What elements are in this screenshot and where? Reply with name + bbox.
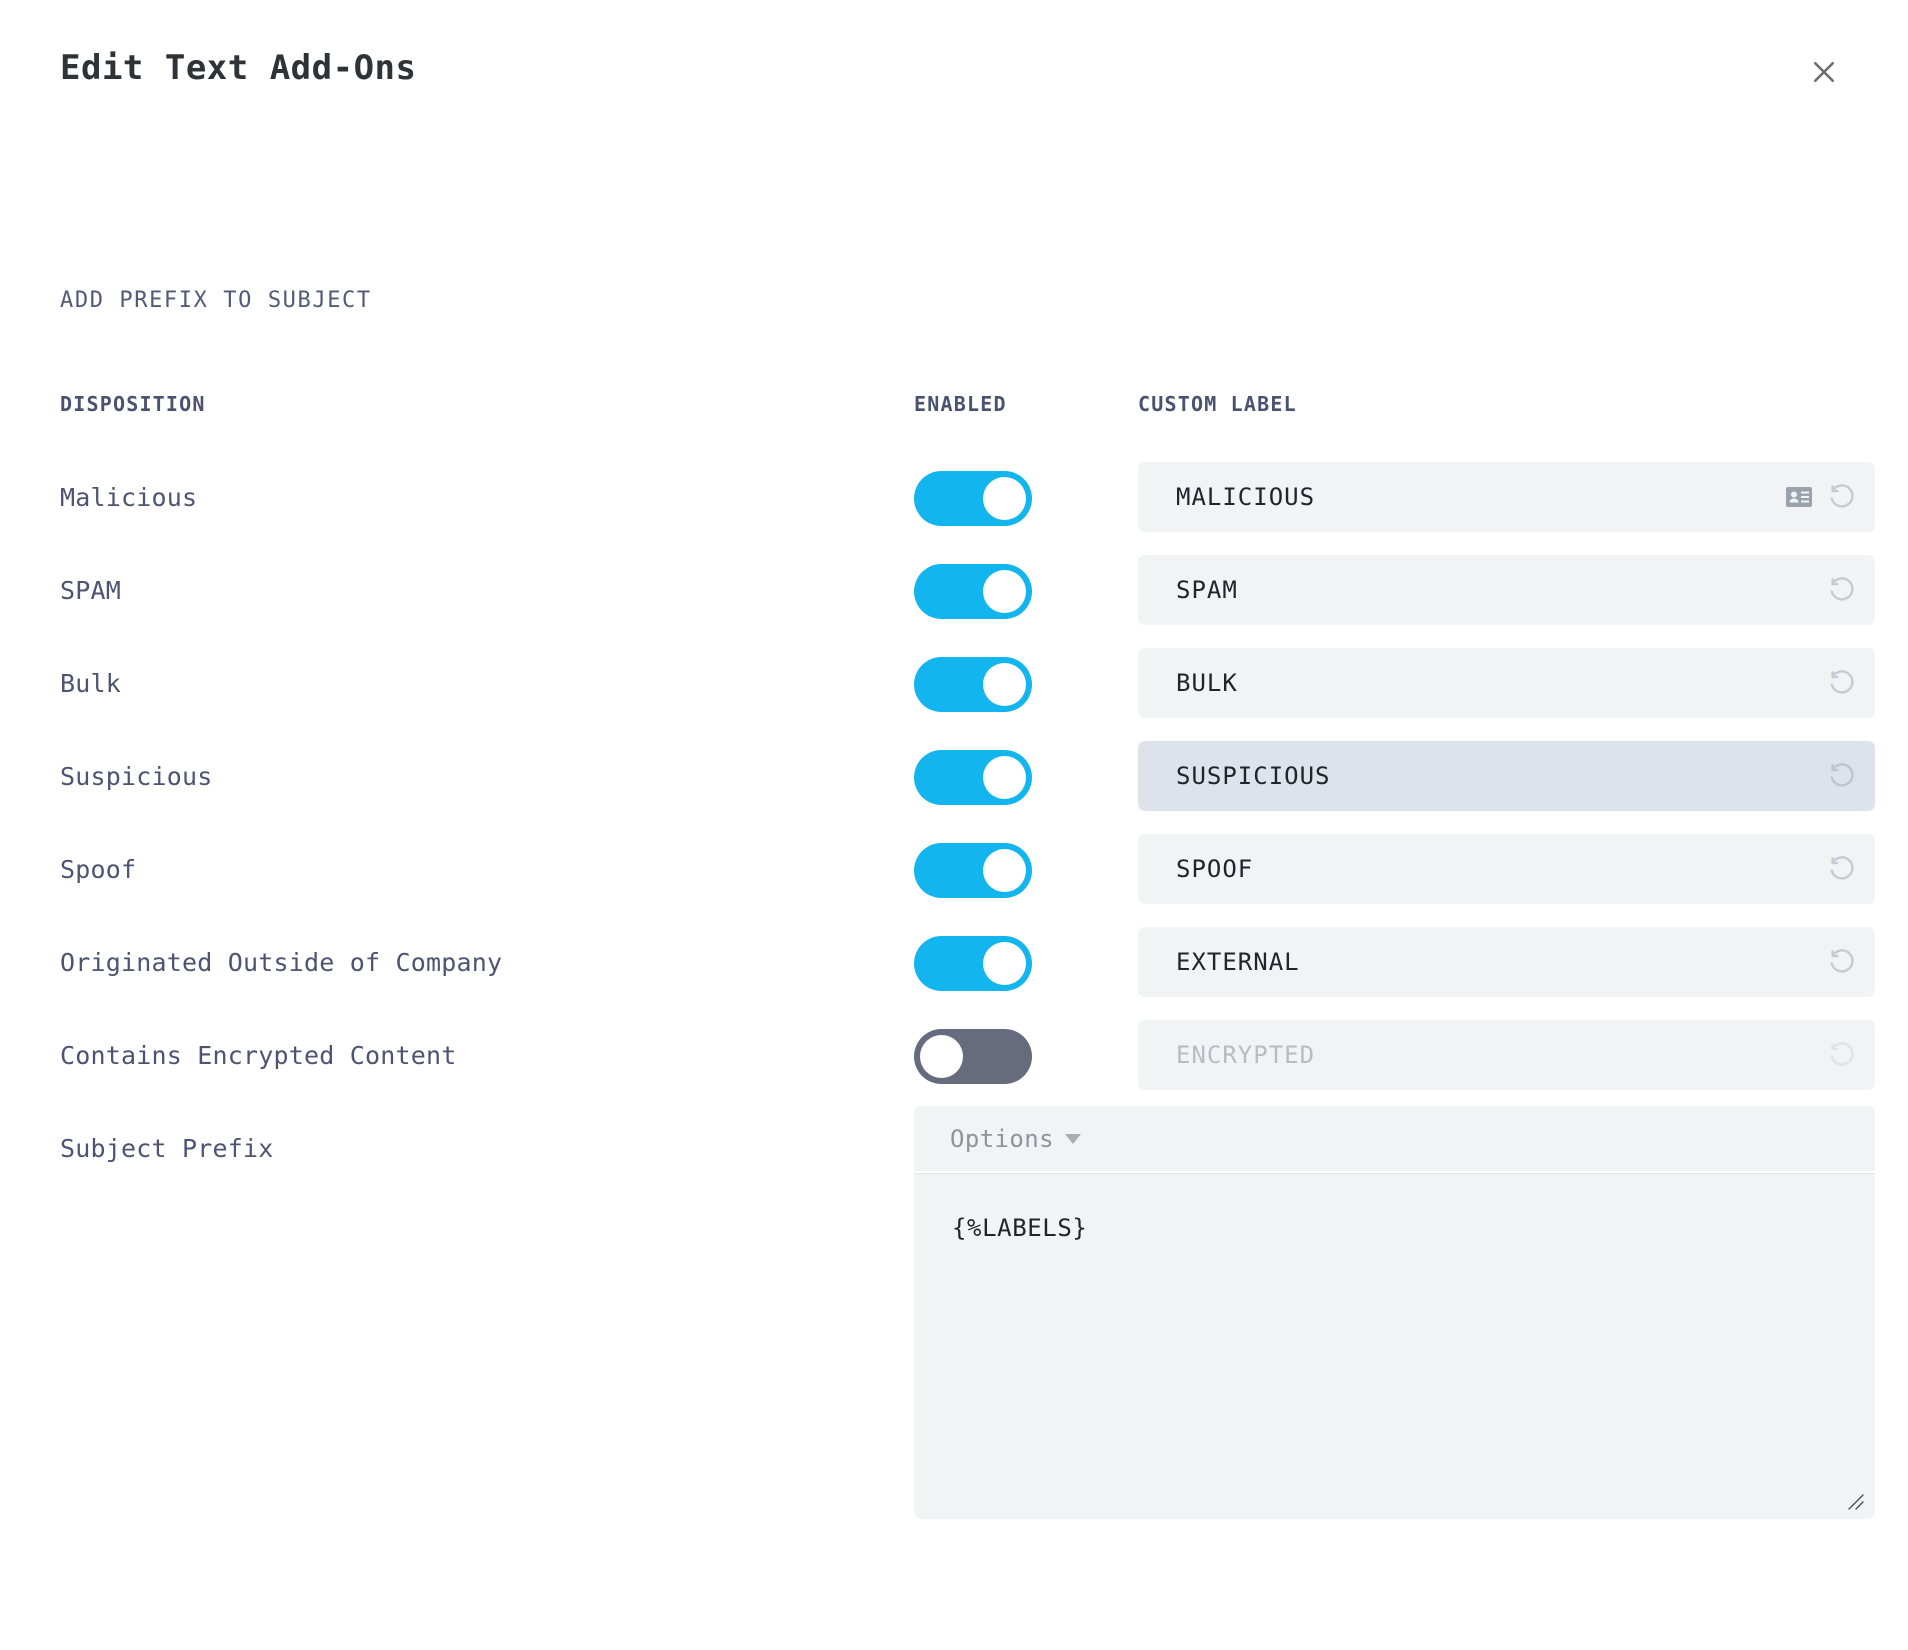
custom-label-input[interactable]: SUSPICIOUS — [1138, 741, 1875, 811]
subject-prefix-row: Subject Prefix Options {%LABELS} — [0, 1106, 1908, 1519]
options-dropdown-button[interactable]: Options — [950, 1125, 1081, 1153]
options-label: Options — [950, 1124, 1054, 1153]
custom-label-value: SPAM — [1176, 576, 1238, 604]
custom-label-input[interactable]: EXTERNAL — [1138, 927, 1875, 997]
reset-icon — [1827, 1040, 1857, 1070]
column-headers: DISPOSITION ENABLED CUSTOM LABEL — [0, 392, 1908, 422]
table-row: Suspicious SUSPICIOUS — [0, 734, 1908, 827]
input-icon-group — [1827, 947, 1857, 977]
reset-icon[interactable] — [1827, 575, 1857, 605]
row-label-disposition: Malicious — [60, 483, 198, 512]
subject-prefix-toolbar: Options — [914, 1106, 1875, 1171]
toggle-knob — [983, 756, 1026, 799]
disposition-rows: Malicious MALICIOUS — [0, 455, 1908, 1519]
custom-label-input[interactable]: SPAM — [1138, 555, 1875, 625]
enabled-toggle[interactable] — [914, 1029, 1032, 1084]
table-row: Malicious MALICIOUS — [0, 455, 1908, 548]
row-label-disposition: Originated Outside of Company — [60, 948, 503, 977]
column-header-disposition: DISPOSITION — [60, 392, 206, 416]
contact-card-icon[interactable] — [1785, 486, 1813, 508]
custom-label-value: MALICIOUS — [1176, 483, 1316, 511]
row-label-disposition: SPAM — [60, 576, 122, 605]
row-label-disposition: Contains Encrypted Content — [60, 1041, 457, 1070]
custom-label-value: BULK — [1176, 669, 1238, 697]
toggle-knob — [983, 663, 1026, 706]
dialog-header: Edit Text Add-Ons — [60, 48, 1860, 108]
subject-prefix-textarea[interactable]: {%LABELS} — [914, 1173, 1875, 1519]
toggle-knob — [983, 570, 1026, 613]
custom-label-input[interactable]: BULK — [1138, 648, 1875, 718]
enabled-toggle[interactable] — [914, 564, 1032, 619]
row-label-disposition: Bulk — [60, 669, 122, 698]
column-header-enabled: ENABLED — [914, 392, 1007, 416]
input-icon-group — [1785, 482, 1857, 512]
section-label: ADD PREFIX TO SUBJECT — [60, 288, 372, 313]
resize-handle-icon[interactable] — [1845, 1491, 1867, 1513]
enabled-toggle[interactable] — [914, 843, 1032, 898]
table-row: Originated Outside of Company EXTERNAL — [0, 920, 1908, 1013]
toggle-knob — [920, 1035, 963, 1078]
subject-prefix-value: {%LABELS} — [952, 1214, 1088, 1242]
subject-prefix-label: Subject Prefix — [60, 1134, 274, 1163]
custom-label-input[interactable]: SPOOF — [1138, 834, 1875, 904]
table-row: Contains Encrypted Content ENCRYPTED — [0, 1013, 1908, 1106]
custom-label-value: SUSPICIOUS — [1176, 762, 1331, 790]
reset-icon[interactable] — [1827, 668, 1857, 698]
custom-label-value: EXTERNAL — [1176, 948, 1300, 976]
close-icon — [1809, 57, 1839, 87]
custom-label-value: ENCRYPTED — [1176, 1041, 1316, 1069]
reset-icon[interactable] — [1827, 761, 1857, 791]
table-row: Bulk BULK — [0, 641, 1908, 734]
close-button[interactable] — [1802, 50, 1846, 94]
enabled-toggle[interactable] — [914, 936, 1032, 991]
page-title: Edit Text Add-Ons — [60, 48, 417, 88]
column-header-custom-label: CUSTOM LABEL — [1138, 392, 1297, 416]
input-icon-group — [1827, 668, 1857, 698]
row-label-disposition: Suspicious — [60, 762, 213, 791]
reset-icon[interactable] — [1827, 854, 1857, 884]
chevron-down-icon — [1064, 1133, 1081, 1144]
table-row: Spoof SPOOF — [0, 827, 1908, 920]
reset-icon[interactable] — [1827, 482, 1857, 512]
row-label-disposition: Spoof — [60, 855, 137, 884]
input-icon-group — [1827, 1040, 1857, 1070]
enabled-toggle[interactable] — [914, 657, 1032, 712]
enabled-toggle[interactable] — [914, 471, 1032, 526]
toggle-knob — [983, 849, 1026, 892]
input-icon-group — [1827, 761, 1857, 791]
custom-label-input: ENCRYPTED — [1138, 1020, 1875, 1090]
input-icon-group — [1827, 575, 1857, 605]
custom-label-input[interactable]: MALICIOUS — [1138, 462, 1875, 532]
input-icon-group — [1827, 854, 1857, 884]
custom-label-value: SPOOF — [1176, 855, 1254, 883]
reset-icon[interactable] — [1827, 947, 1857, 977]
toggle-knob — [983, 477, 1026, 520]
toggle-knob — [983, 942, 1026, 985]
table-row: SPAM SPAM — [0, 548, 1908, 641]
enabled-toggle[interactable] — [914, 750, 1032, 805]
